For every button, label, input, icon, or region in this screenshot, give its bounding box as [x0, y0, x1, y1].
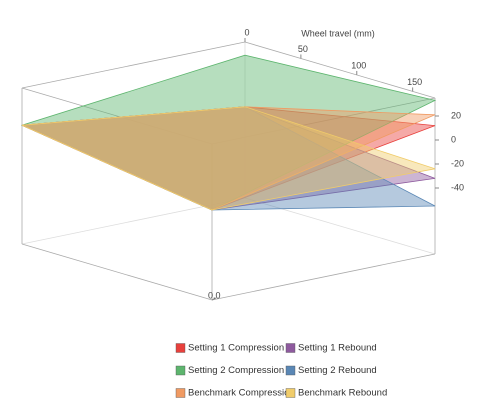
- legend-label: Setting 1 Rebound: [298, 343, 377, 354]
- z-tick-label: 0: [451, 134, 456, 144]
- box-edge: [244, 197, 436, 255]
- legend: Setting 1 Compression Setting 1 Rebound Se…: [175, 343, 387, 399]
- legend-swatch: [175, 388, 186, 398]
- surface: [21, 106, 436, 211]
- box-edge: [21, 197, 246, 245]
- box-edge: [21, 87, 213, 145]
- z-tick-label: -40: [451, 182, 464, 192]
- x-tick-label: 150: [407, 77, 422, 87]
- z-tick-label: 20: [451, 110, 461, 120]
- x-tick-label: 0: [244, 27, 249, 37]
- legend-swatch: [285, 388, 296, 398]
- box-edge: [211, 253, 436, 301]
- legend-label: Benchmark Rebound: [298, 388, 387, 399]
- box-edge: [211, 97, 436, 145]
- x-axis-label: Wheel travel (mm): [301, 28, 375, 38]
- box-edge: [21, 41, 246, 89]
- legend-label: Setting 2 Rebound: [298, 365, 377, 376]
- legend-label: Setting 2 Compression: [188, 365, 284, 376]
- z-tick-label: -20: [451, 158, 464, 168]
- legend-label: Setting 1 Compression: [188, 343, 284, 354]
- legend-swatch: [285, 365, 296, 376]
- legend-label: Benchmark Compression: [188, 388, 295, 399]
- y-tick-label: 0.0: [208, 290, 221, 300]
- legend-swatch: [175, 343, 186, 353]
- y-tick: [211, 297, 217, 301]
- legend-swatch: [175, 365, 186, 376]
- box-edge: [21, 243, 213, 301]
- legend-swatch: [285, 343, 296, 353]
- plot-box: [21, 41, 436, 301]
- x-tick-label: 100: [351, 60, 366, 70]
- box-edge: [244, 41, 436, 99]
- surfaces: [20, 54, 437, 211]
- x-tick-label: 50: [298, 44, 308, 54]
- axes: 0 50 100 150 Wheel travel (mm) 0.0 20 0 -20 -40: [208, 27, 464, 301]
